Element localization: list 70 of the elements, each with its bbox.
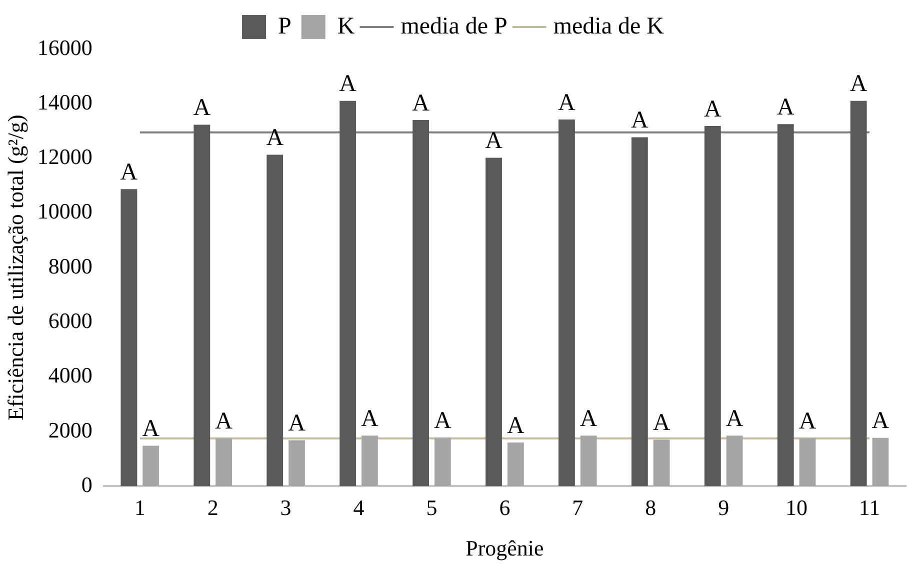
data-label: A <box>850 71 868 98</box>
bar <box>194 124 210 486</box>
x-tick-label: 1 <box>134 495 146 520</box>
data-label: A <box>266 125 284 152</box>
data-label: A <box>361 406 380 432</box>
legend-label: K <box>337 13 356 40</box>
y-tick-label: 6000 <box>48 308 92 334</box>
data-label: A <box>288 410 306 437</box>
data-label: A <box>558 90 576 116</box>
x-tick-label: 9 <box>718 495 730 520</box>
data-label: A <box>193 94 212 121</box>
bar <box>362 436 378 486</box>
legend-label: media de K <box>553 13 665 40</box>
x-tick-label: 5 <box>426 495 438 520</box>
data-label: A <box>631 108 650 134</box>
data-label: A <box>215 408 234 435</box>
y-tick-label: 12000 <box>37 144 92 170</box>
bar <box>777 124 794 486</box>
bar <box>412 120 429 486</box>
data-label: A <box>652 410 671 436</box>
bar <box>434 438 451 486</box>
bar <box>120 189 138 486</box>
bar <box>486 158 502 486</box>
data-label: A <box>485 128 504 154</box>
x-axis-title: Progênie <box>466 536 544 561</box>
data-label: A <box>434 408 452 434</box>
bar <box>799 438 816 486</box>
y-tick-label: 2000 <box>48 417 92 442</box>
y-tick-label: 10000 <box>37 198 92 224</box>
legend-label: media de P <box>400 13 508 40</box>
x-tick-label: 7 <box>572 495 584 520</box>
x-tick-label: 8 <box>645 495 656 520</box>
bar <box>653 440 670 486</box>
x-tick-label: 3 <box>280 495 292 520</box>
bar <box>872 438 889 486</box>
y-axis-title: Eficiência de utilização total (g²/g) <box>2 114 28 421</box>
bar <box>558 120 575 486</box>
data-label: A <box>580 406 598 432</box>
data-label: A <box>704 96 722 122</box>
data-label: A <box>798 408 817 435</box>
bar <box>507 442 524 486</box>
data-label: A <box>872 408 890 434</box>
data-label: A <box>506 412 525 439</box>
bar <box>631 137 648 486</box>
data-label: A <box>339 71 358 98</box>
bar <box>726 436 743 486</box>
bar <box>580 436 597 486</box>
bar <box>216 438 232 486</box>
x-tick-label: 11 <box>858 495 880 520</box>
bar <box>266 154 284 486</box>
y-tick-label: 16000 <box>37 34 92 60</box>
data-label: A <box>412 90 430 116</box>
data-label: A <box>142 416 160 442</box>
bar <box>704 126 721 486</box>
y-tick-label: 4000 <box>48 362 92 388</box>
y-tick-label: 8000 <box>48 253 92 278</box>
x-tick-label: 2 <box>207 495 218 520</box>
x-tick-label: 10 <box>786 495 808 520</box>
legend-label: P <box>278 13 292 40</box>
bar <box>850 100 867 486</box>
y-tick-label: 0 <box>81 472 92 497</box>
x-tick-label: 4 <box>353 495 364 520</box>
bar <box>288 440 305 486</box>
data-label: A <box>120 159 138 186</box>
y-tick-label: 14000 <box>37 89 92 114</box>
bar <box>340 100 356 486</box>
x-tick-label: 6 <box>499 495 510 520</box>
data-label: A <box>726 406 744 432</box>
data-label: A <box>776 94 795 120</box>
bar <box>142 446 160 486</box>
